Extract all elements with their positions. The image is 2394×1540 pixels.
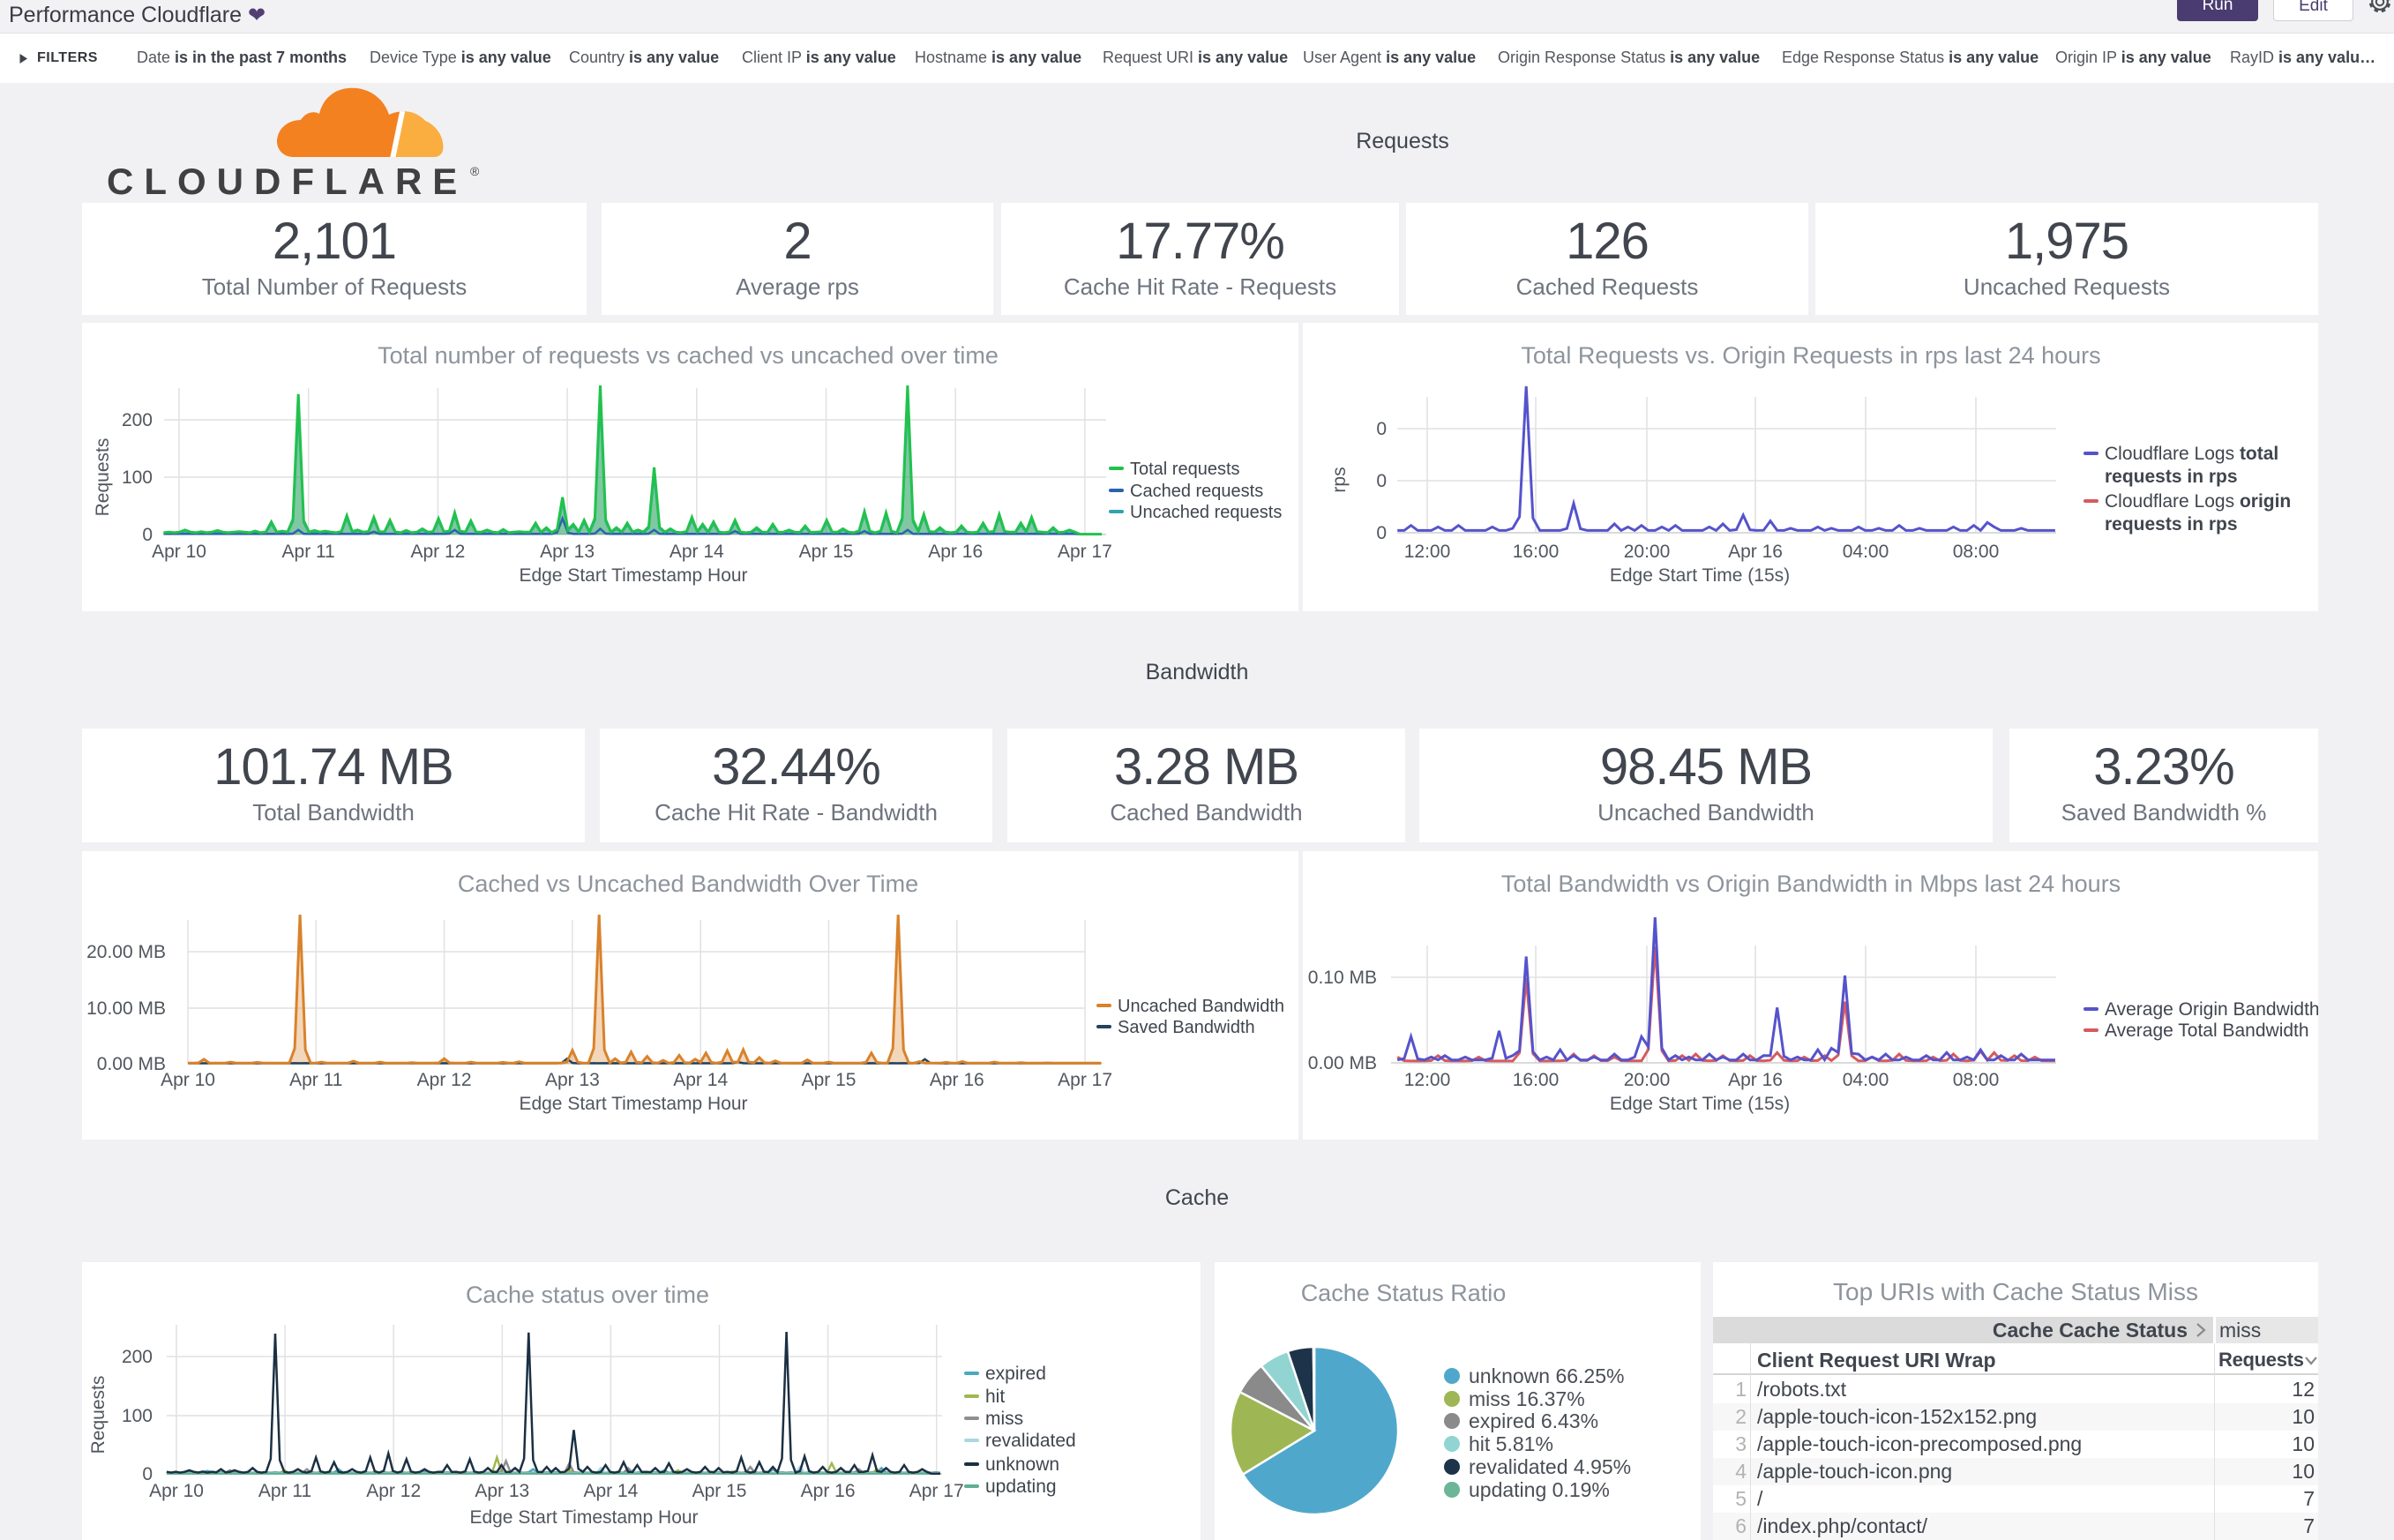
svg-text:unknown 66.25%: unknown 66.25% [1469, 1364, 1624, 1387]
svg-text:hit: hit [985, 1387, 1005, 1407]
svg-text:Apr 13: Apr 13 [545, 1070, 600, 1090]
svg-text:miss 16.37%: miss 16.37% [1469, 1387, 1585, 1410]
svg-text:0: 0 [142, 1464, 153, 1484]
svg-text:Apr 10: Apr 10 [161, 1070, 215, 1090]
svg-text:expired: expired [985, 1364, 1046, 1384]
svg-text:100: 100 [122, 467, 153, 488]
svg-text:0: 0 [1376, 523, 1387, 543]
svg-text:Apr 16: Apr 16 [928, 542, 983, 562]
svg-text:Apr 17: Apr 17 [1058, 1070, 1112, 1090]
svg-text:Requests: Requests [93, 438, 113, 517]
svg-text:Requests: Requests [88, 1376, 108, 1454]
svg-text:updating: updating [985, 1476, 1057, 1497]
svg-text:Apr 13: Apr 13 [475, 1481, 529, 1501]
svg-text:Apr 11: Apr 11 [258, 1481, 311, 1501]
svg-text:Cache Status Ratio: Cache Status Ratio [1301, 1280, 1507, 1306]
svg-text:10.00 MB: 10.00 MB [86, 998, 166, 1019]
svg-text:Total requests: Total requests [1130, 460, 1240, 479]
svg-text:Apr 11: Apr 11 [289, 1070, 342, 1090]
svg-text:updating 0.19%: updating 0.19% [1469, 1478, 1610, 1501]
svg-text:Apr 17: Apr 17 [909, 1481, 964, 1501]
svg-text:Uncached Bandwidth: Uncached Bandwidth [1118, 997, 1284, 1016]
svg-text:0.00 MB: 0.00 MB [1308, 1053, 1377, 1073]
svg-text:Edge Start Time (15s): Edge Start Time (15s) [1610, 1094, 1790, 1114]
svg-text:Cloudflare Logs origin: Cloudflare Logs origin [2105, 491, 2291, 512]
svg-text:Apr 14: Apr 14 [673, 1070, 728, 1090]
svg-text:Apr 15: Apr 15 [802, 1070, 857, 1090]
svg-text:12:00: 12:00 [1404, 1070, 1451, 1090]
svg-text:Apr 16: Apr 16 [930, 1070, 984, 1090]
svg-text:12:00: 12:00 [1404, 542, 1451, 562]
svg-text:Apr 16: Apr 16 [801, 1481, 856, 1501]
svg-text:200: 200 [122, 410, 153, 430]
svg-text:Apr 12: Apr 12 [417, 1070, 472, 1090]
svg-text:0.00 MB: 0.00 MB [97, 1054, 166, 1074]
svg-text:revalidated: revalidated [985, 1431, 1076, 1451]
svg-text:Apr 16: Apr 16 [1728, 1070, 1783, 1090]
svg-text:0: 0 [142, 525, 153, 545]
svg-text:expired 6.43%: expired 6.43% [1469, 1409, 1598, 1432]
svg-text:0.10 MB: 0.10 MB [1308, 968, 1377, 988]
svg-text:CLOUDFLARE: CLOUDFLARE [107, 161, 468, 202]
svg-text:Saved Bandwidth: Saved Bandwidth [1118, 1018, 1255, 1037]
svg-text:Total number of requests vs ca: Total number of requests vs cached vs un… [378, 342, 999, 369]
svg-text:hit 5.81%: hit 5.81% [1469, 1432, 1553, 1455]
svg-text:20:00: 20:00 [1624, 1070, 1671, 1090]
svg-text:Apr 15: Apr 15 [692, 1481, 747, 1501]
svg-text:Apr 15: Apr 15 [799, 542, 854, 562]
svg-text:Apr 10: Apr 10 [149, 1481, 204, 1501]
svg-text:04:00: 04:00 [1843, 542, 1889, 562]
svg-text:Apr 13: Apr 13 [540, 542, 595, 562]
svg-text:Apr 11: Apr 11 [282, 542, 335, 562]
svg-text:Apr 12: Apr 12 [366, 1481, 421, 1501]
svg-text:Cached requests: Cached requests [1130, 482, 1263, 501]
svg-text:requests in rps: requests in rps [2105, 514, 2238, 535]
svg-text:16:00: 16:00 [1513, 542, 1560, 562]
svg-text:0: 0 [1376, 471, 1387, 491]
svg-text:Average Total Bandwidth: Average Total Bandwidth [2105, 1020, 2309, 1041]
svg-text:Edge Start Time (15s): Edge Start Time (15s) [1610, 565, 1790, 586]
svg-text:100: 100 [122, 1406, 153, 1426]
svg-text:unknown: unknown [985, 1454, 1059, 1475]
svg-text:200: 200 [122, 1347, 153, 1367]
svg-text:Edge Start Timestamp Hour: Edge Start Timestamp Hour [519, 565, 747, 586]
svg-text:20.00 MB: 20.00 MB [86, 942, 166, 962]
svg-text:®: ® [470, 164, 480, 178]
svg-text:Uncached requests: Uncached requests [1130, 503, 1282, 522]
svg-text:16:00: 16:00 [1513, 1070, 1560, 1090]
svg-text:Apr 10: Apr 10 [152, 542, 206, 562]
svg-text:rps: rps [1329, 467, 1350, 492]
svg-text:Apr 16: Apr 16 [1728, 542, 1783, 562]
svg-text:Cloudflare Logs total: Cloudflare Logs total [2105, 444, 2278, 464]
svg-text:Apr 12: Apr 12 [410, 542, 465, 562]
svg-text:Edge Start Timestamp Hour: Edge Start Timestamp Hour [519, 1094, 747, 1114]
svg-text:0: 0 [1376, 419, 1387, 439]
svg-text:Cached vs Uncached Bandwidth O: Cached vs Uncached Bandwidth Over Time [458, 871, 918, 897]
svg-text:Cache status over time: Cache status over time [466, 1282, 709, 1308]
svg-text:04:00: 04:00 [1843, 1070, 1889, 1090]
svg-text:Edge Start Timestamp Hour: Edge Start Timestamp Hour [469, 1507, 698, 1528]
svg-text:revalidated 4.95%: revalidated 4.95% [1469, 1455, 1631, 1478]
svg-text:Average Origin Bandwidth: Average Origin Bandwidth [2105, 999, 2318, 1020]
svg-text:20:00: 20:00 [1624, 542, 1671, 562]
svg-text:Apr 17: Apr 17 [1058, 542, 1112, 562]
svg-text:Total Bandwidth vs Origin Band: Total Bandwidth vs Origin Bandwidth in M… [1501, 871, 2121, 897]
svg-text:08:00: 08:00 [1953, 1070, 2000, 1090]
svg-text:Total Requests vs. Origin Requ: Total Requests vs. Origin Requests in rp… [1521, 342, 2100, 369]
svg-text:miss: miss [985, 1409, 1023, 1429]
svg-text:08:00: 08:00 [1953, 542, 2000, 562]
svg-text:requests in rps: requests in rps [2105, 467, 2238, 487]
svg-text:Apr 14: Apr 14 [670, 542, 724, 562]
svg-text:Apr 14: Apr 14 [583, 1481, 638, 1501]
